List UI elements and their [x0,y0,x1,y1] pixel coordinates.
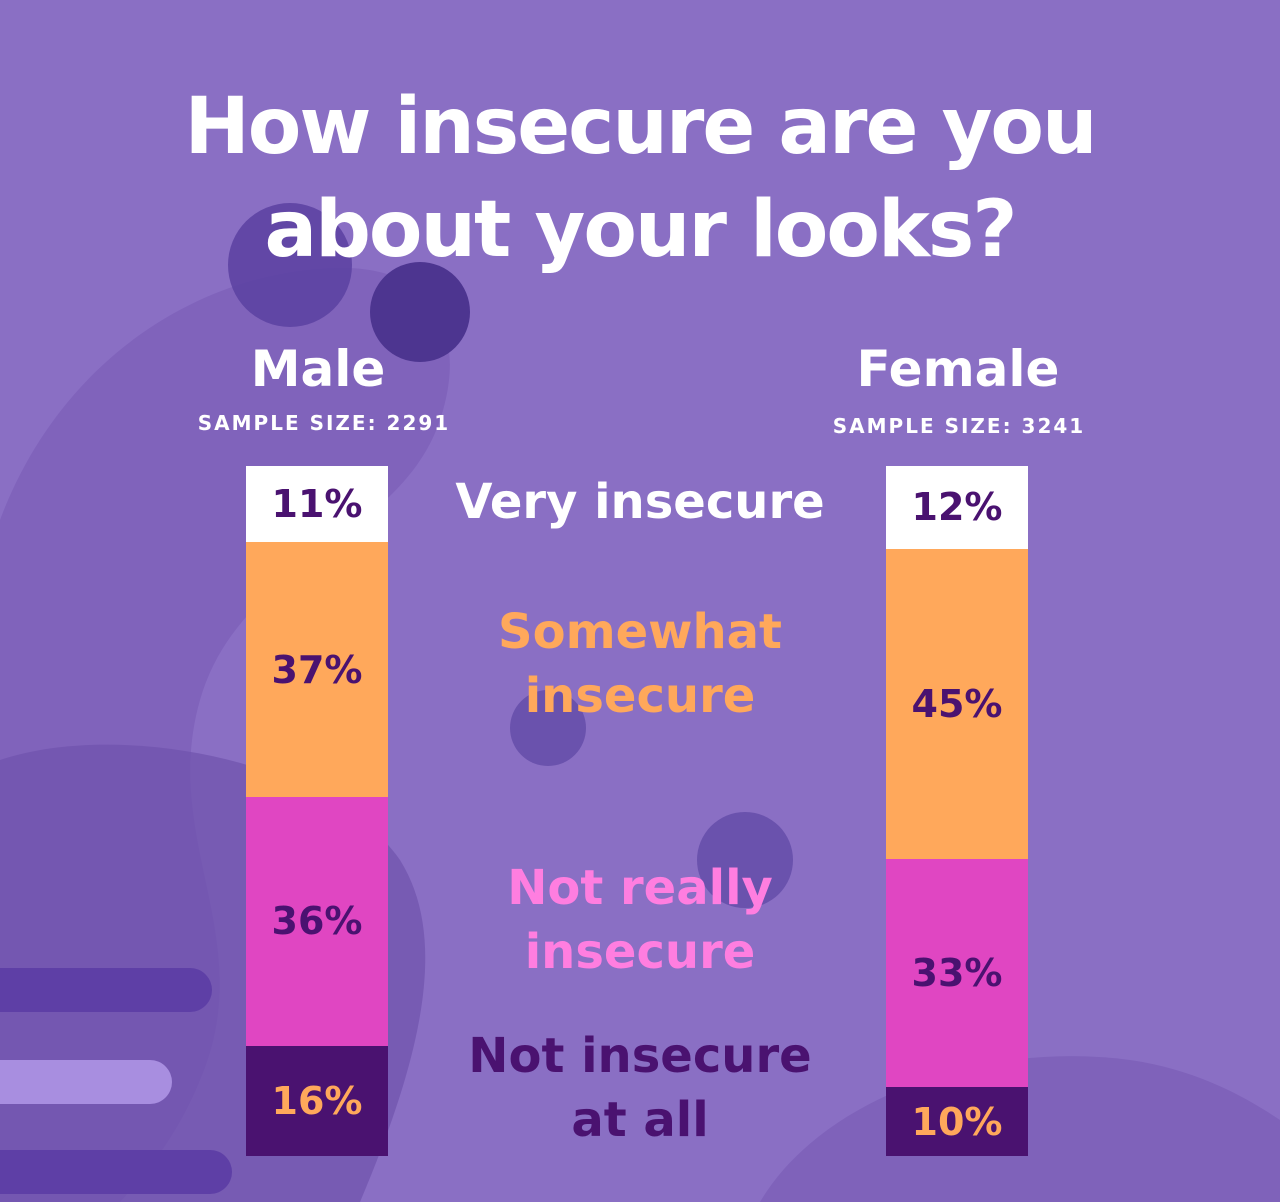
male-bar: 11% 37% 36% 16% [246,466,388,1156]
male-not-insecure-at-all-value: 16% [271,1078,363,1123]
title-line-1: How insecure are you [184,82,1097,172]
legend-not-insecure-at-all-line2: at all [571,1092,709,1148]
female-label: Female [856,340,1060,398]
bg-circle [510,690,586,766]
bg-circle [697,812,793,908]
male-not-really-insecure-segment: 36% [246,797,388,1046]
bg-circle [370,262,470,362]
female-bar: 12% 45% 33% 10% [886,466,1028,1156]
male-sample-size: SAMPLE SIZE: 2291 [197,411,451,435]
legend-somewhat-insecure-line1: Somewhat [498,604,782,660]
female-not-insecure-at-all-segment: 10% [886,1087,1028,1156]
legend-not-insecure-at-all-line1: Not insecure [468,1028,812,1084]
title-line-2: about your looks? [264,185,1017,275]
male-not-insecure-at-all-segment: 16% [246,1045,388,1156]
bg-stripe [0,968,212,1012]
female-very-insecure-value: 12% [911,485,1003,530]
female-not-really-insecure-segment: 33% [886,859,1028,1087]
female-not-really-insecure-value: 33% [911,951,1003,996]
legend-not-really-insecure-line2: insecure [524,924,756,980]
legend-not-really-insecure-line1: Not really [507,860,773,916]
bg-stripe [0,1060,172,1104]
bg-circle [228,203,352,327]
male-label: Male [250,340,386,398]
male-very-insecure-segment: 11% [246,466,388,542]
male-very-insecure-value: 11% [271,481,363,526]
male-somewhat-insecure-value: 37% [271,647,363,692]
legend-not-really-insecure: Not really insecure [440,856,840,984]
male-not-really-insecure-value: 36% [271,899,363,944]
female-somewhat-insecure-segment: 45% [886,548,1028,860]
female-very-insecure-segment: 12% [886,466,1028,549]
bg-stripe [0,1150,232,1194]
legend-somewhat-insecure: Somewhat insecure [440,600,840,728]
male-somewhat-insecure-segment: 37% [246,541,388,798]
female-not-insecure-at-all-value: 10% [911,1099,1003,1144]
female-sample-size: SAMPLE SIZE: 3241 [832,414,1086,438]
legend-very-insecure: Very insecure [440,470,840,534]
legend-not-insecure-at-all: Not insecure at all [440,1024,840,1152]
legend-somewhat-insecure-line2: insecure [524,668,756,724]
female-somewhat-insecure-value: 45% [911,682,1003,727]
legend-very-insecure-line1: Very insecure [455,474,825,530]
